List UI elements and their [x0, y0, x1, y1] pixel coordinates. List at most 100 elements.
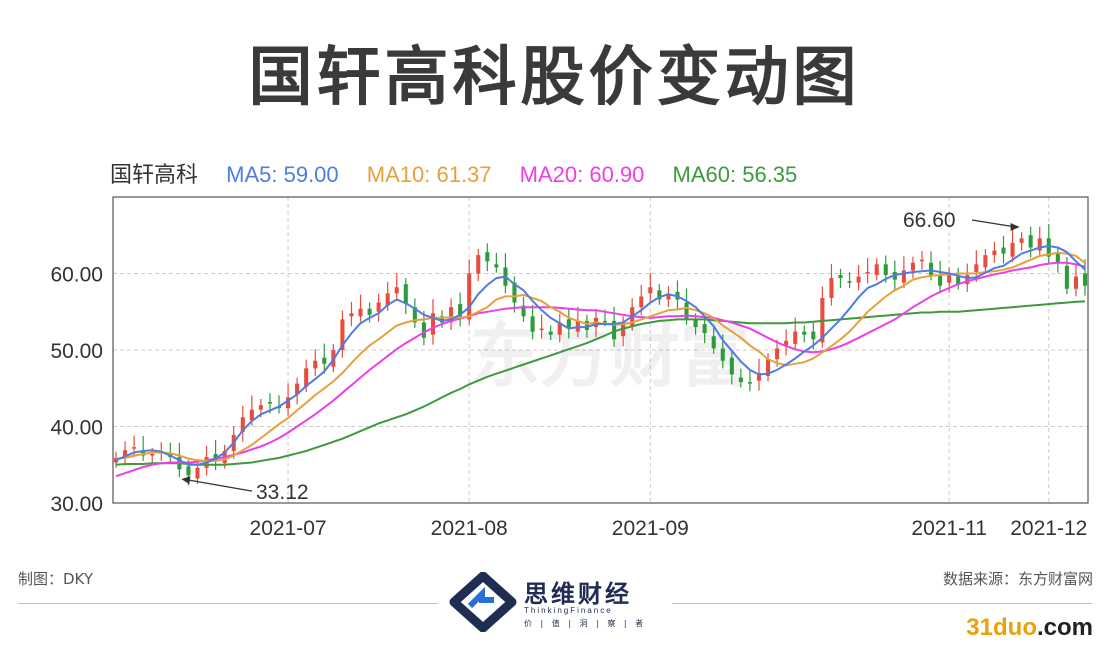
candle-body — [141, 450, 146, 456]
candle-body — [738, 377, 743, 383]
legend-ma10: MA10: 61.37 — [366, 162, 492, 187]
candle-body — [1082, 273, 1088, 286]
candle-body — [992, 250, 997, 256]
candle-body — [367, 308, 372, 315]
axis-ticks: 30.00 40.00 50.00 60.00 2021-07 2021-08 2021-0… — [50, 264, 1087, 541]
candle-body — [376, 302, 381, 312]
candle-body — [1001, 247, 1006, 254]
annotation-arrowhead-high — [1010, 223, 1020, 232]
candle-body — [313, 360, 318, 369]
candle-body — [983, 255, 988, 268]
candle-body — [856, 276, 861, 283]
candle-body — [901, 270, 906, 283]
candle-body — [612, 320, 617, 340]
candle-body — [349, 313, 354, 317]
candle-body — [919, 259, 925, 262]
x-tick-label: 2021-09 — [612, 517, 689, 540]
candle-body — [829, 278, 834, 298]
candle-body — [1046, 238, 1051, 257]
moving-averages — [115, 244, 1086, 478]
candle-body — [747, 382, 752, 384]
candle-body — [304, 368, 309, 387]
page-title: 国轩高科股价变动图 — [248, 41, 861, 115]
footer-credit: 制图：DKY — [18, 570, 94, 588]
candle-body — [974, 264, 979, 272]
candle-body — [1037, 238, 1042, 251]
x-tick-label: 2021-07 — [250, 517, 327, 540]
candle-body — [765, 359, 771, 377]
y-tick-label: 60.00 — [50, 264, 103, 287]
watermark-part-b: .com — [1036, 614, 1093, 641]
logo-tagline: 价 | 值 | 洞 | 察 | 者 — [524, 619, 647, 628]
candle-body — [512, 282, 517, 303]
candle-body — [1073, 276, 1078, 289]
candle-body — [910, 262, 915, 271]
footer-divider-left — [18, 603, 438, 604]
candle-body — [702, 323, 707, 334]
annotation-arrow-low — [183, 478, 253, 492]
candle-body — [267, 402, 272, 404]
footer-source: 数据来源：东方财富网 — [942, 570, 1093, 588]
candle-body — [195, 467, 200, 479]
candle-body — [385, 293, 390, 306]
legend-ma5: MA5: 59.00 — [226, 162, 339, 187]
candle-body — [485, 252, 490, 262]
candle-body — [784, 340, 789, 346]
candle-body — [186, 466, 191, 476]
candle-body — [847, 281, 852, 283]
annotation-low-label: 33.12 — [256, 481, 309, 504]
y-tick-label: 40.00 — [50, 417, 103, 440]
candle-body — [874, 264, 879, 276]
candle-body — [929, 262, 934, 276]
candle-body — [439, 316, 445, 323]
candle-body — [539, 328, 544, 331]
stock-chart: 东方财富 30.00 40.00 50.00 60.00 2021-07 2021-08 2… — [50, 196, 1089, 541]
annotations: 33.12 66.60 — [181, 209, 1020, 504]
candle-body — [548, 331, 553, 335]
candle-body — [249, 409, 254, 421]
candle-body — [150, 454, 155, 456]
y-tick-label: 30.00 — [50, 493, 103, 516]
candle-body — [639, 296, 644, 308]
candle-body — [295, 383, 300, 395]
legend-ma60: MA60: 56.35 — [672, 162, 798, 187]
candle-body — [322, 357, 327, 364]
candle-body — [430, 313, 436, 335]
watermark-part-a: 31duo — [966, 614, 1037, 641]
candle-body — [566, 319, 571, 329]
candle-body — [286, 397, 291, 409]
candle-body — [132, 447, 137, 449]
candle-body — [756, 372, 762, 381]
ma20-line — [115, 261, 1086, 478]
candle-body — [494, 264, 499, 268]
candle-body — [521, 305, 526, 317]
annotation-high-label: 66.60 — [903, 209, 956, 232]
candle-body — [394, 287, 399, 294]
candle-body — [412, 307, 417, 323]
candle-body — [811, 331, 816, 340]
candle-body — [956, 276, 961, 285]
candle-body — [1019, 238, 1024, 243]
candle-body — [358, 308, 363, 317]
logo-name: 思维财经 — [524, 580, 632, 608]
chart-legend: 国轩高科 MA5: 59.00 MA10: 61.37 MA20: 60.90 … — [110, 157, 819, 187]
annotation-arrowhead-low — [181, 476, 191, 485]
candle-body — [458, 304, 463, 317]
candle-body — [557, 322, 562, 335]
candle-body — [1028, 235, 1033, 248]
candle-body — [938, 275, 943, 286]
candle-body — [684, 302, 689, 320]
candle-body — [449, 307, 454, 323]
candle-body — [965, 275, 970, 285]
candle-body — [793, 331, 798, 344]
candle-body — [657, 290, 662, 300]
candle-body — [403, 284, 408, 305]
candle-body — [1064, 265, 1069, 289]
annotation-arrow-high — [971, 219, 1016, 228]
candle-body — [213, 454, 218, 461]
brand-logo: 思维财经 ThinkingFinance 价 | 值 | 洞 | 察 | 者 — [448, 571, 663, 633]
candle-body — [584, 320, 589, 331]
candle-body — [720, 348, 725, 361]
candle-body — [838, 275, 843, 279]
candle-body — [648, 287, 653, 294]
